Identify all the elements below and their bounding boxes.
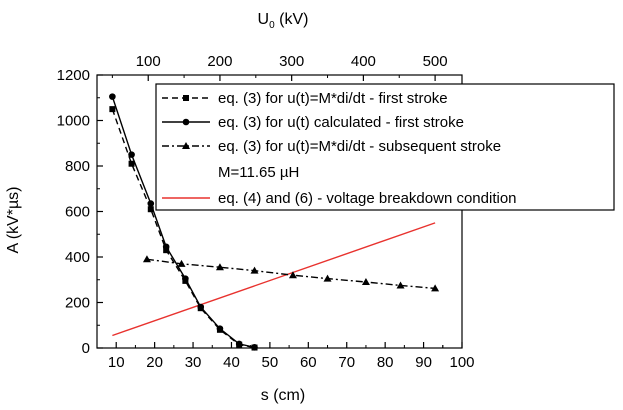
legend-marker-2	[182, 118, 190, 126]
series-2-point	[197, 303, 205, 311]
series-2-point	[109, 93, 116, 100]
series-3-point	[288, 271, 297, 279]
series-3-point	[215, 263, 224, 271]
y-axis-title: A (kV*µs)	[5, 186, 22, 253]
top-tick-label: 300	[279, 53, 304, 70]
legend-box	[155, 83, 615, 211]
top-axis-title-sub: 0	[269, 20, 275, 31]
y-tick-label: 400	[65, 249, 90, 266]
x-tick-label: 10	[108, 354, 125, 371]
y-tick-label: 600	[65, 204, 90, 221]
series-2-point	[147, 200, 155, 207]
y-tick-label: 1000	[57, 113, 90, 130]
plot-area	[109, 93, 440, 351]
series-1-point	[128, 160, 135, 167]
legend-marker-1	[183, 95, 189, 101]
x-tick-label: 60	[300, 354, 317, 371]
x-tick-label: 90	[415, 354, 432, 371]
series-2-point	[182, 275, 189, 282]
series-3-point	[250, 266, 259, 274]
series-3-point	[177, 259, 186, 267]
x-tick-label: 50	[262, 354, 279, 371]
legend-label-2: eq. (3) for u(t) calculated - first stro…	[218, 114, 464, 131]
x-tick-label: 20	[146, 354, 163, 371]
series-1-point	[109, 106, 116, 113]
y-tick-label: 0	[82, 340, 90, 357]
series-2-point	[235, 340, 243, 348]
top-axis-title-main: U	[258, 11, 270, 28]
x-tick-label: 70	[338, 354, 355, 371]
series-3-point	[323, 274, 332, 282]
y-tick-label: 200	[65, 295, 90, 312]
legend-label-4: eq. (4) and (6) - voltage breakdown cond…	[218, 190, 517, 207]
top-tick-label: 200	[207, 53, 232, 70]
series-2-point	[251, 344, 258, 351]
y-tick-label: 1200	[57, 67, 90, 84]
series-2-point	[216, 325, 224, 332]
axes: 10 20 30 40 50 60 70 80 90 1000200400600800100012…	[57, 53, 475, 371]
x-tick-label: 80	[377, 354, 394, 371]
top-tick-label: 100	[136, 53, 161, 70]
series-1-point	[147, 206, 154, 213]
series-1-point	[163, 247, 170, 254]
x-tick-label: 40	[223, 354, 240, 371]
x-tick-label: 100	[449, 354, 474, 371]
legend-annotation: M=11.65 µH	[218, 164, 299, 181]
legend-label-3: eq. (3) for u(t)=M*di/dt - subsequent st…	[218, 138, 501, 155]
series-3-point	[361, 278, 370, 286]
series-2-point	[162, 243, 170, 251]
series-3-point	[142, 255, 151, 263]
series-line-4	[112, 222, 436, 337]
legend-label-1: eq. (3) for u(t)=M*di/dt - first stroke	[218, 90, 448, 107]
top-axis-title-unit: (kV)	[275, 11, 309, 28]
y-tick-label: 800	[65, 158, 90, 175]
top-axis-title: U0 (kV)	[258, 11, 309, 31]
legend: eq. (3) for u(t)=M*di/dt - first stroke e…	[155, 83, 615, 211]
x-tick-label: 30	[185, 354, 202, 371]
legend-marker-3	[182, 142, 190, 149]
series-3-point	[431, 284, 440, 292]
series-2-point	[128, 151, 135, 158]
top-tick-label: 500	[423, 53, 448, 70]
x-axis-title: s (cm)	[261, 387, 305, 404]
top-tick-label: 400	[351, 53, 376, 70]
series-3-point	[396, 281, 405, 289]
